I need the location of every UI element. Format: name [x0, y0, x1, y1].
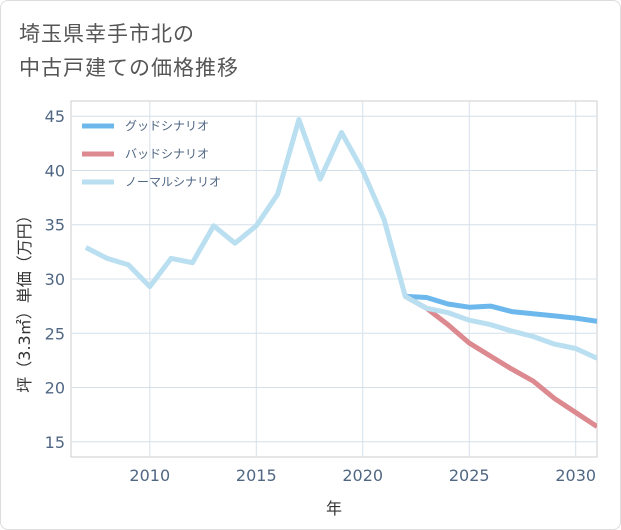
chart-title-line-1: 埼玉県幸手市北の	[19, 22, 195, 46]
x-tick-label: 2010	[129, 466, 170, 485]
x-tick-label: 2020	[342, 466, 383, 485]
series-layer	[84, 117, 597, 429]
series-line-normal	[84, 117, 597, 361]
y-tick-label: 35	[45, 216, 65, 235]
chart-title: 埼玉県幸手市北の 中古戸建ての価格推移	[19, 17, 239, 85]
legend-label-normal: ノーマルシナリオ	[125, 175, 221, 189]
x-tick-label: 2015	[236, 466, 277, 485]
y-axis-title: 坪（3.3㎡）単価（万円）	[15, 207, 34, 392]
series-line-bad	[404, 294, 597, 429]
legend-label-good: グッドシナリオ	[125, 119, 209, 133]
y-tick-label: 15	[45, 433, 65, 452]
series-line-good	[405, 293, 597, 324]
y-tick-label: 25	[45, 324, 65, 343]
chart-title-line-2: 中古戸建ての価格推移	[19, 56, 239, 80]
y-tick-label: 20	[45, 379, 65, 398]
y-tick-label: 30	[45, 270, 65, 289]
x-tick-label: 2030	[555, 466, 596, 485]
x-tick-label: 2025	[449, 466, 490, 485]
x-axis-title: 年	[326, 499, 342, 518]
y-tick-label: 40	[45, 161, 65, 180]
legend-label-bad: バッドシナリオ	[125, 147, 209, 161]
y-tick-label: 45	[45, 107, 65, 126]
